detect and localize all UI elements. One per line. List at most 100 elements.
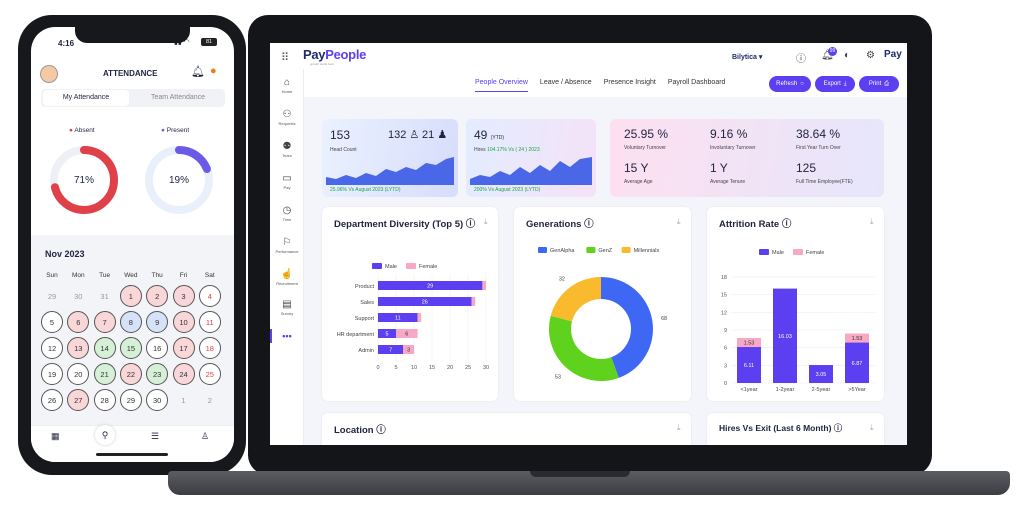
sidebar-more[interactable]: ••• [282,331,292,341]
theme-icon[interactable]: ◐ [844,50,851,61]
info-icon: ⓘ [833,423,843,433]
calendar-day[interactable]: 11 [198,311,221,333]
tab-payroll-dashboard[interactable]: Payroll Dashboard [667,79,726,86]
sidebar-item-time[interactable]: ◷ Time [270,205,304,222]
donut-slice-millennials [550,277,601,322]
absent-label: Absent [74,127,95,134]
calendar-day[interactable]: 21 [93,363,116,385]
sidebar-item-survey[interactable]: ▤ Survey [270,299,304,316]
calendar-day[interactable]: 29 [47,291,57,301]
bell-icon[interactable]: 🔔︎ [191,66,205,78]
hires-vs-exit-panel: Hires Vs Exit (Last 6 Month) ⓘ ⤓ [707,413,884,445]
calendar-day[interactable]: 10 [172,311,195,333]
tab-team-attendance[interactable]: Team Attendance [150,94,206,101]
y-tick-label: 9 [724,328,727,334]
calendar-day[interactable]: 27 [67,389,90,411]
female-icon: ♟ [437,129,448,141]
download-icon[interactable]: ⤓ [870,217,874,226]
calendar-day[interactable]: 17 [172,337,195,359]
calendar-day[interactable]: 30 [146,389,169,411]
female-count-value: 21 [422,129,435,141]
x-tick-label: 1-2year [776,387,795,393]
absent-ring [50,146,118,214]
calendar-day[interactable]: 20 [67,363,90,385]
legend-swatch-female [793,249,803,255]
calendar-day[interactable]: 3 [172,285,195,307]
generations-chart: GenAlpha GenZ Millennials 68 53 32 [538,247,667,381]
sidebar-item-requests[interactable]: ⚇ Requests [270,109,304,126]
avatar[interactable] [40,65,58,83]
calendar-day[interactable]: 7 [93,311,116,333]
help-icon[interactable]: ⓘ [796,54,806,65]
profile-nav-icon[interactable]: ♙ [201,431,210,441]
attendance-nav-icon[interactable]: ⚲ [95,425,115,445]
headcount-change: 25.96% Vs August 2023 (LYTD) [330,187,401,193]
bar-male [378,313,418,322]
calendar-day[interactable]: 29 [119,389,142,411]
y-tick-label: 12 [721,310,727,316]
sidebar-item-recruitment[interactable]: ☝ Recruitment [270,269,304,286]
calendar-day[interactable]: 16 [146,337,169,359]
bell-icon[interactable]: 🔔︎ [821,50,834,61]
sidebar-item-pay[interactable]: ▭ Pay [270,173,304,190]
calendar-day[interactable]: 2 [207,395,212,405]
calendar-day[interactable]: 31 [100,291,109,301]
calendar-day[interactable]: 22 [119,363,142,385]
download-icon[interactable]: ⤓ [484,217,488,226]
sidebar-label: Time [282,217,292,222]
calendar-day[interactable]: 23 [146,363,169,385]
info-icon: ⓘ [465,219,476,230]
logo: PayPeople [303,47,366,62]
tab-presence-insight[interactable]: Presence Insight [603,79,656,86]
download-icon[interactable]: ⤓ [677,423,681,432]
bar-female [403,345,414,354]
calendar-day[interactable]: 18 [198,337,221,359]
calendar-day[interactable]: 25 [198,363,221,385]
male-count: 132 ♙ [388,128,419,141]
refresh-button[interactable]: Refresh ○ [769,76,811,92]
home-indicator [96,453,168,456]
calendar-day[interactable]: 24 [172,363,195,385]
calendar-day[interactable]: 26 [41,389,63,411]
weekday-label: Tue [99,272,111,279]
calendar-day[interactable]: 4 [198,285,221,307]
calendar-day[interactable]: 30 [74,291,83,301]
calendar-day[interactable]: 13 [67,337,90,359]
dashboard-nav-icon[interactable]: ▦ [51,431,60,441]
calendar-day[interactable]: 12 [41,337,63,359]
hires-value: 49 (YTD) [474,128,504,142]
calendar-day[interactable]: 9 [146,311,169,333]
calendar-day[interactable]: 6 [67,311,90,333]
calendar-day[interactable]: 5 [41,311,63,333]
tab-my-attendance[interactable]: My Attendance [43,90,129,106]
print-button[interactable]: Print ⎙ [859,76,899,92]
sidebar-item-home[interactable]: ⌂ Home [270,77,304,94]
calendar-day[interactable]: 28 [93,389,116,411]
calendar-day[interactable]: 2 [146,285,169,307]
app-grid-icon[interactable]: ⠿ [281,52,290,64]
location-pin-icon[interactable]: ● [210,65,217,77]
x-tick-label: 30 [483,365,489,371]
tab-people-overview[interactable]: People Overview [475,79,528,92]
calendar-day[interactable]: 14 [93,337,116,359]
calendar-day[interactable]: 8 [119,311,142,333]
sidebar-label: Survey [280,311,294,316]
org-selector[interactable]: Bilytica ▾ [732,53,762,61]
sidebar-label: Pay [283,185,291,190]
y-tick-label: Support [355,316,375,322]
logo-part-a: Pay [303,47,326,62]
calendar-day[interactable]: 1 [181,395,186,405]
data-label: 5 [385,332,388,338]
calendar-day[interactable]: 19 [41,363,63,385]
tab-leave-absence[interactable]: Leave / Absence [539,79,592,86]
sidebar-item-team[interactable]: ⚉ Team [270,141,304,158]
calendar-day[interactable]: 1 [119,285,142,307]
settings-gear-icon[interactable]: ⚙ [866,50,875,61]
download-icon[interactable]: ⤓ [677,217,681,226]
filter-nav-icon[interactable]: ☰ [151,431,160,441]
sidebar-item-performance[interactable]: ⚐ Performance [270,237,304,254]
download-icon[interactable]: ⤓ [870,423,874,432]
calendar-day[interactable]: 15 [119,337,142,359]
laptop-base-notch [530,471,630,477]
export-button[interactable]: Export ⤓ [815,76,855,92]
